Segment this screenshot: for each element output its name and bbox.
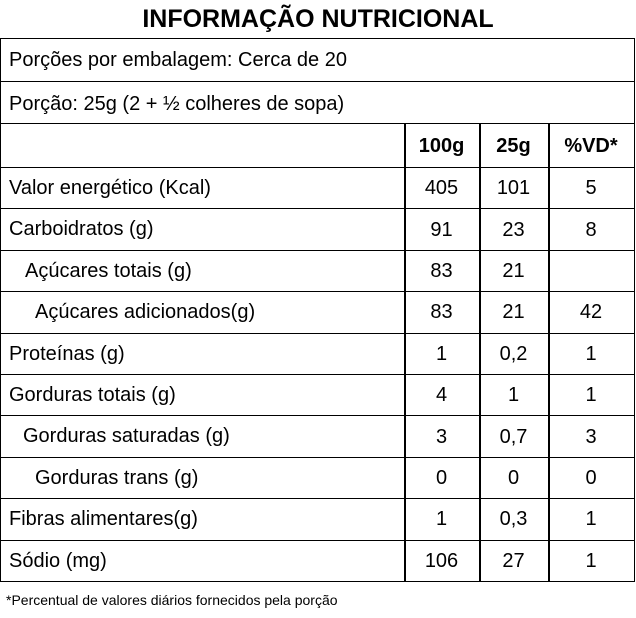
column-divider	[548, 250, 550, 293]
value-vd: 1	[585, 508, 597, 531]
column-divider	[479, 292, 481, 334]
column-divider	[479, 416, 481, 458]
column-divider	[548, 499, 550, 541]
value-100g: 106	[424, 549, 459, 572]
column-divider	[479, 250, 481, 293]
value-vd: 8	[585, 218, 597, 241]
nutrient-label: Gorduras trans (g)	[35, 466, 199, 489]
nutrient-row: Valor energético (Kcal) 405 101 5	[1, 167, 634, 210]
column-divider	[404, 416, 406, 458]
serving-size-text: Porção: 25g (2 + ½ colheres de sopa)	[9, 93, 345, 115]
nutrient-label: Sódio (mg)	[9, 549, 107, 572]
nutrient-label: Açúcares adicionados(g)	[35, 301, 256, 324]
value-100g: 3	[435, 425, 448, 448]
column-divider	[404, 333, 406, 375]
nutrient-label: Fibras alimentares(g)	[9, 508, 198, 531]
column-divider	[548, 124, 550, 168]
value-100g: 83	[430, 301, 453, 324]
nutrient-row: Gorduras trans (g) 0 0 0	[1, 456, 634, 500]
column-divider	[404, 540, 406, 582]
nutrient-row: Açúcares totais (g) 83 21	[1, 249, 634, 293]
nutrient-label: Gorduras totais (g)	[9, 384, 176, 406]
nutrition-table: Porções por embalagem: Cerca de 20 Porçã…	[0, 38, 635, 582]
value-vd: 42	[579, 301, 603, 324]
value-vd: 1	[585, 384, 597, 407]
column-divider	[479, 375, 481, 417]
column-divider	[479, 540, 481, 582]
nutrient-row: Açúcares adicionados(g) 83 21 42	[1, 291, 634, 334]
column-divider	[548, 416, 550, 458]
nutrient-row: Gorduras saturadas (g) 3 0,7 3	[1, 415, 634, 458]
value-vd: 5	[585, 177, 597, 200]
value-100g: 0	[435, 466, 448, 489]
column-divider	[404, 499, 406, 541]
nutrient-label: Valor energético (Kcal)	[9, 177, 211, 199]
column-header-25g: 25g	[496, 134, 531, 157]
nutrient-label: Carboidratos (g)	[9, 218, 154, 241]
value-vd: 1	[585, 342, 597, 365]
value-25g: 0,3	[499, 508, 528, 531]
value-25g: 21	[502, 301, 525, 324]
column-divider	[548, 333, 550, 375]
column-divider	[404, 250, 406, 293]
value-25g: 27	[502, 549, 525, 572]
column-header-vd: %VD*	[564, 134, 618, 157]
value-25g: 0	[507, 466, 520, 489]
column-divider	[548, 209, 550, 251]
column-divider	[479, 457, 481, 500]
column-divider	[404, 124, 406, 168]
nutrient-label: Proteínas (g)	[9, 342, 125, 365]
column-divider	[548, 540, 550, 582]
nutrient-row: Gorduras totais (g) 4 1 1	[1, 374, 634, 417]
value-vd: 3	[585, 425, 597, 448]
column-divider	[404, 168, 406, 210]
column-divider	[404, 209, 406, 251]
label-title: INFORMAÇÃO NUTRICIONAL	[142, 5, 494, 33]
nutrient-label: Gorduras saturadas (g)	[23, 425, 230, 448]
value-100g: 91	[430, 218, 453, 241]
value-25g: 0,2	[499, 342, 528, 365]
value-100g: 4	[435, 384, 448, 407]
column-divider	[479, 168, 481, 210]
servings-text: Porções por embalagem: Cerca de 20	[9, 49, 347, 71]
column-divider	[479, 124, 481, 168]
column-header-row: 100g 25g %VD*	[1, 123, 634, 168]
nutrient-row: Proteínas (g) 1 0,2 1	[1, 332, 634, 375]
column-divider	[479, 333, 481, 375]
column-divider	[548, 168, 550, 210]
value-vd: 1	[585, 549, 597, 572]
value-100g: 1	[435, 508, 448, 531]
value-25g: 1	[507, 384, 520, 407]
value-25g: 101	[496, 177, 531, 200]
column-divider	[404, 375, 406, 417]
value-25g: 23	[502, 218, 525, 241]
value-vd: 0	[585, 466, 597, 489]
servings-row: Porções por embalagem: Cerca de 20	[1, 39, 634, 81]
column-divider	[479, 209, 481, 251]
nutrient-row: Fibras alimentares(g) 1 0,3 1	[1, 498, 634, 541]
value-100g: 405	[424, 177, 459, 200]
nutrient-label: Açúcares totais (g)	[25, 259, 192, 282]
column-divider	[404, 292, 406, 334]
nutrient-row: Sódio (mg) 106 27 1	[1, 539, 634, 582]
column-divider	[479, 499, 481, 541]
value-100g: 83	[430, 259, 453, 282]
column-divider	[548, 292, 550, 334]
column-divider	[548, 457, 550, 500]
column-divider	[548, 375, 550, 417]
nutrient-row: Carboidratos (g) 91 23 8	[1, 208, 634, 251]
value-25g: 21	[502, 259, 525, 282]
value-25g: 0,7	[499, 425, 528, 448]
value-vd	[548, 251, 634, 292]
column-header-100g: 100g	[418, 134, 465, 157]
column-divider	[404, 457, 406, 500]
value-100g: 1	[435, 342, 448, 365]
footnote: *Percentual de valores diários fornecido…	[6, 592, 338, 608]
serving-size-row: Porção: 25g (2 + ½ colheres de sopa)	[1, 81, 634, 124]
